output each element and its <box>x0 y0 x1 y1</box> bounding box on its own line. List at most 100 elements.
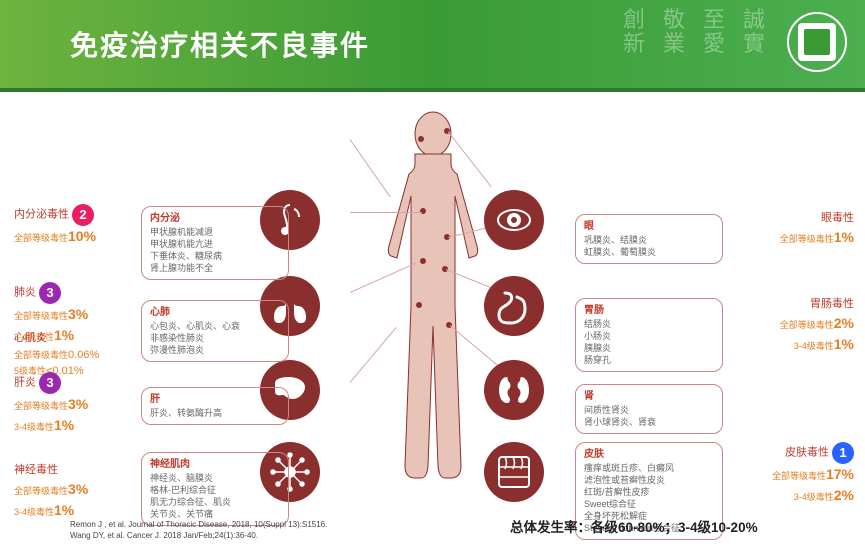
stat-label: 全部等级毒性 <box>14 486 68 496</box>
infobox-title: 胃肠 <box>584 304 714 318</box>
stat-value: 10% <box>68 228 96 244</box>
stat-name: 神经毒性 <box>14 464 58 476</box>
stat-eye: 眼毒性全部等级毒性1% <box>754 210 854 248</box>
infobox-line: 关节炎、关节痛 <box>150 508 280 520</box>
infobox-line: 弥漫性肺泡炎 <box>150 344 280 356</box>
stat-value: 2% <box>834 315 854 331</box>
infobox-line: 红斑/苔癣性皮疹 <box>584 486 714 498</box>
stat-gi: 胃肠毒性全部等级毒性2%3-4级毒性1% <box>754 296 854 355</box>
stat-endocrine: 内分泌毒性2 全部等级毒性10% <box>14 204 96 247</box>
infobox-line: 非感染性肺炎 <box>150 332 280 344</box>
infobox-line: 下垂体炎、糖尿病 <box>150 250 280 262</box>
stat-label: 全部等级毒性 <box>14 311 68 321</box>
reference-line: Wang DY, et al. Cancer J. 2018 Jan/Feb;2… <box>70 531 327 542</box>
page-title: 免疫治疗相关不良事件 <box>70 24 370 64</box>
stat-label: 全部等级毒性 <box>780 234 834 244</box>
stat-name: 肝炎 <box>14 376 36 388</box>
summary-text: 总体发生率：各级60-80%；3-4级10-20% <box>510 516 758 536</box>
rank-badge: 3 <box>39 282 61 304</box>
stat-neuro: 神经毒性全部等级毒性3% 3-4级毒性1% <box>14 462 88 521</box>
stat-value: 1% <box>834 336 854 352</box>
infobox-line: 肾小球肾炎、肾衰 <box>584 416 714 428</box>
infobox-gi: 胃肠结肠炎小肠炎胰腺炎肠穿孔 <box>575 298 723 372</box>
reference-line: Remon J , et al. Journal of Thoracic Dis… <box>70 520 327 531</box>
infobox-line: 肠穿孔 <box>584 354 714 366</box>
header: 免疫治疗相关不良事件 創新 敬業 至愛 誠實 <box>0 0 865 88</box>
stat-label: 3-4级毒性 <box>14 507 54 517</box>
infobox-liver: 肝肝炎、转氨酶升高 <box>141 387 289 425</box>
infobox-line: 心包炎、心肌炎、心衰 <box>150 320 280 332</box>
infobox-title: 内分泌 <box>150 212 280 226</box>
connector-line <box>350 212 422 213</box>
stat-name: 内分泌毒性 <box>14 208 69 220</box>
infobox-title: 皮肤 <box>584 448 714 462</box>
stat-value: 3% <box>68 396 88 412</box>
infobox-endocrine: 内分泌甲状腺机能减退甲状腺机能亢进下垂体炎、糖尿病肾上腺功能不全 <box>141 206 289 280</box>
infobox-kidney: 肾间质性肾炎肾小球肾炎、肾衰 <box>575 384 723 434</box>
stat-label: 全部等级毒性 <box>780 320 834 330</box>
infobox-line: 瘙痒或斑丘疹、白癜风 <box>584 462 714 474</box>
stat-name: 胃肠毒性 <box>810 298 854 310</box>
infobox-line: 肾上腺功能不全 <box>150 262 280 274</box>
logo-icon <box>787 12 847 72</box>
stat-value: 3% <box>68 481 88 497</box>
rank-badge: 3 <box>39 372 61 394</box>
stat-label: 全部等级毒性 <box>772 471 826 481</box>
stat-label: 3-4级毒性 <box>14 422 54 432</box>
connector-dot <box>420 208 426 214</box>
infobox-line: 神经炎、脑膜炎 <box>150 472 280 484</box>
content-area: 内分泌甲状腺机能减退甲状腺机能亢进下垂体炎、糖尿病肾上腺功能不全 眼巩膜炎、结膜炎… <box>0 92 865 552</box>
organ-kidney-icon <box>484 360 544 420</box>
stat-value: 17% <box>826 466 854 482</box>
stat-value: 1% <box>834 229 854 245</box>
infobox-title: 肾 <box>584 390 714 404</box>
stat-value: 3% <box>68 306 88 322</box>
stat-label: 3-4级毒性 <box>794 341 834 351</box>
infobox-neuro: 神经肌肉神经炎、脑膜炎格林-巴利综合征肌无力综合征、肌炎关节炎、关节痛 <box>141 452 289 526</box>
connector-dot <box>416 302 422 308</box>
stat-name: 皮肤毒性 <box>785 446 829 458</box>
infobox-eye: 眼巩膜炎、结膜炎虹膜炎、葡萄膜炎 <box>575 214 723 264</box>
infobox-line: 虹膜炎、葡萄膜炎 <box>584 246 714 258</box>
stat-value: 0.06% <box>68 349 99 361</box>
calligraphy: 創新 敬業 至愛 誠實 <box>623 8 765 56</box>
infobox-title: 心肺 <box>150 306 280 320</box>
infobox-title: 神经肌肉 <box>150 458 280 472</box>
stat-label: 全部等级毒性 <box>14 350 68 360</box>
infobox-lung: 心肺心包炎、心肌炎、心衰非感染性肺炎弥漫性肺泡炎 <box>141 300 289 362</box>
rank-badge: 2 <box>72 204 94 226</box>
stat-skin: 皮肤毒性1 全部等级毒性17% 3-4级毒性2% <box>754 442 854 506</box>
infobox-line: 间质性肾炎 <box>584 404 714 416</box>
infobox-line: Sweet综合征 <box>584 498 714 510</box>
infobox-title: 眼 <box>584 220 714 234</box>
stat-name: 心肌炎 <box>14 332 47 344</box>
connector-dot <box>420 258 426 264</box>
organ-eye-icon <box>484 190 544 250</box>
stat-label: 全部等级毒性 <box>14 233 68 243</box>
infobox-line: 结肠炎 <box>584 318 714 330</box>
references: Remon J , et al. Journal of Thoracic Dis… <box>70 520 327 542</box>
stat-hepatitis: 肝炎3 全部等级毒性3% 3-4级毒性1% <box>14 372 88 436</box>
infobox-line: 格林-巴利综合征 <box>150 484 280 496</box>
stat-name: 肺炎 <box>14 286 36 298</box>
stat-name: 眼毒性 <box>821 212 854 224</box>
infobox-line: 甲状腺机能减退 <box>150 226 280 238</box>
organ-gi-icon <box>484 276 544 336</box>
stat-value: 1% <box>54 417 74 433</box>
infobox-line: 肝炎、转氨酶升高 <box>150 407 280 419</box>
infobox-line: 甲状腺机能亢进 <box>150 238 280 250</box>
rank-badge: 1 <box>832 442 854 464</box>
infobox-line: 胰腺炎 <box>584 342 714 354</box>
infobox-line: 巩膜炎、结膜炎 <box>584 234 714 246</box>
stat-value: 1% <box>54 502 74 518</box>
infobox-line: 滤泡性或苔癣性皮炎 <box>584 474 714 486</box>
infobox-line: 小肠炎 <box>584 330 714 342</box>
stat-label: 3-4级毒性 <box>794 492 834 502</box>
organ-skin-icon <box>484 442 544 502</box>
stat-label: 全部等级毒性 <box>14 401 68 411</box>
infobox-title: 肝 <box>150 393 280 407</box>
infobox-line: 肌无力综合征、肌炎 <box>150 496 280 508</box>
connector-dot <box>418 136 424 142</box>
human-figure-icon <box>363 106 503 500</box>
stat-value: 2% <box>834 487 854 503</box>
